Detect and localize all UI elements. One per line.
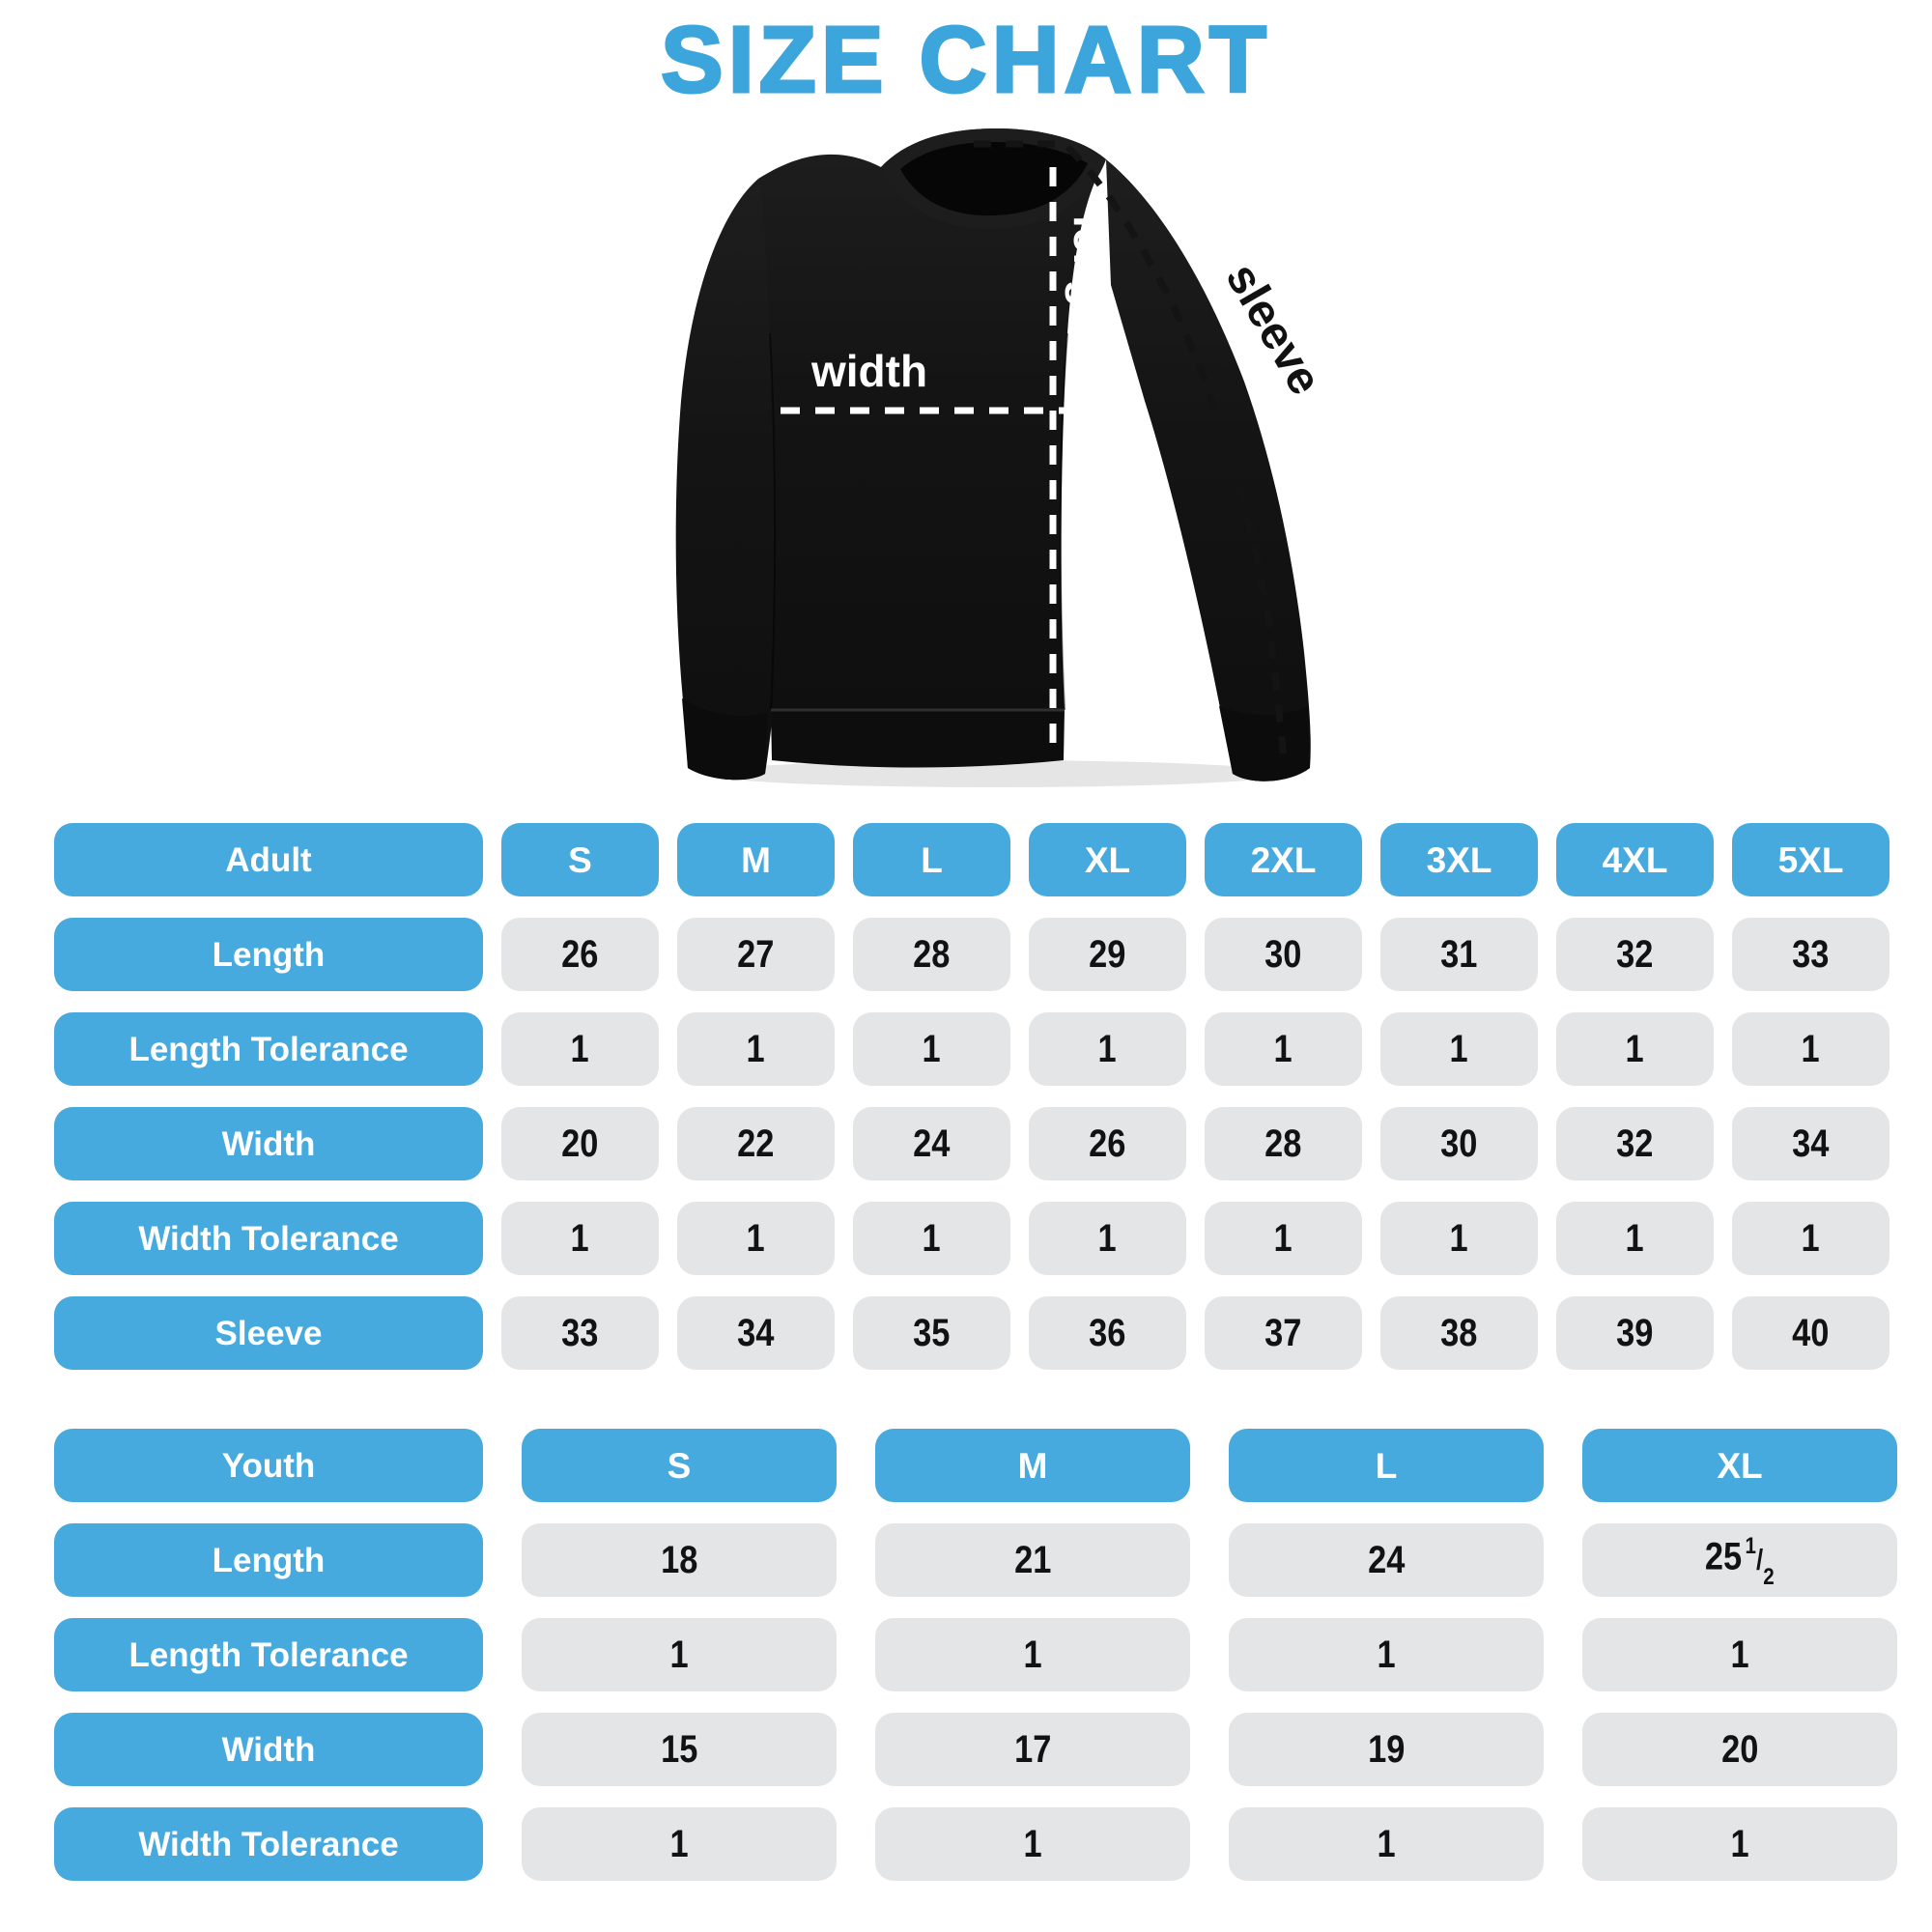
size-header-3xl: 3XL	[1380, 823, 1538, 896]
size-cell: 19	[1229, 1713, 1544, 1786]
right-sleeve	[1106, 159, 1311, 781]
size-cell: 1	[1029, 1202, 1186, 1275]
row-label: Length	[54, 1523, 483, 1597]
size-header-xl: XL	[1029, 823, 1186, 896]
size-cell: 38	[1380, 1296, 1538, 1370]
size-cell: 1	[522, 1807, 837, 1881]
youth-header-pill: Youth	[54, 1429, 483, 1502]
length-label: length	[1065, 215, 1115, 349]
row-label: Length	[54, 918, 483, 991]
size-header-xl: XL	[1582, 1429, 1897, 1502]
size-cell: 32	[1556, 1107, 1714, 1180]
size-header-2xl: 2XL	[1205, 823, 1362, 896]
width-label: width	[810, 346, 927, 396]
row-label: Length Tolerance	[54, 1618, 483, 1691]
size-cell: 26	[501, 918, 659, 991]
left-cuff	[682, 698, 768, 781]
size-cell: 1	[1732, 1202, 1889, 1275]
page-title: SIZE CHART	[660, 6, 1271, 114]
size-header-l: L	[1229, 1429, 1544, 1502]
size-cell: 28	[1205, 1107, 1362, 1180]
row-label: Width	[54, 1713, 483, 1786]
size-cell: 30	[1380, 1107, 1538, 1180]
size-cell: 28	[853, 918, 1010, 991]
size-cell: 1	[1556, 1202, 1714, 1275]
size-cell: 27	[677, 918, 835, 991]
size-cell: 18	[522, 1523, 837, 1597]
size-cell: 1	[1582, 1807, 1897, 1881]
sweatshirt-graphic: length width sleeve	[675, 128, 1331, 787]
hem-band	[771, 710, 1065, 768]
row-label: Width Tolerance	[54, 1202, 483, 1275]
size-cell: 31	[1380, 918, 1538, 991]
size-cell: 33	[1732, 918, 1889, 991]
size-cell: 1	[1229, 1618, 1544, 1691]
size-cell: 34	[677, 1296, 835, 1370]
size-header-s: S	[501, 823, 659, 896]
adult-size-table: Adult S M L XL 2XL 3XL 4XL 5XL Length 26 27 28 29 30 31…	[54, 823, 1889, 1370]
size-cell: 1	[853, 1202, 1010, 1275]
size-cell: 20	[1582, 1713, 1897, 1786]
size-cell: 34	[1732, 1107, 1889, 1180]
size-cell: 1	[875, 1807, 1190, 1881]
row-label: Width Tolerance	[54, 1807, 483, 1881]
size-cell: 1	[501, 1012, 659, 1086]
size-cell: 1	[1732, 1012, 1889, 1086]
size-cell: 1	[501, 1202, 659, 1275]
size-cell: 40	[1732, 1296, 1889, 1370]
size-cell: 29	[1029, 918, 1186, 991]
size-cell: 1	[1380, 1202, 1538, 1275]
size-cell: 39	[1556, 1296, 1714, 1370]
size-cell: 1	[1029, 1012, 1186, 1086]
size-cell: 20	[501, 1107, 659, 1180]
size-cell: 1	[1205, 1202, 1362, 1275]
sleeve-line	[974, 140, 1289, 769]
size-cell: 36	[1029, 1296, 1186, 1370]
size-cell: 17	[875, 1713, 1190, 1786]
size-cell: 24	[1229, 1523, 1544, 1597]
size-cell: 1	[1229, 1807, 1544, 1881]
body-seams	[769, 332, 1068, 711]
row-label: Length Tolerance	[54, 1012, 483, 1086]
size-cell: 15	[522, 1713, 837, 1786]
size-cell: 1	[1205, 1012, 1362, 1086]
size-header-s: S	[522, 1429, 837, 1502]
size-header-5xl: 5XL	[1732, 823, 1889, 896]
size-cell: 1	[677, 1202, 835, 1275]
sweatshirt-diagram: length width sleeve	[618, 92, 1352, 797]
size-cell: 22	[677, 1107, 835, 1180]
row-label: Width	[54, 1107, 483, 1180]
size-cell: 1	[677, 1012, 835, 1086]
adult-header-pill: Adult	[54, 823, 483, 896]
size-cell: 30	[1205, 918, 1362, 991]
body-panel	[758, 128, 1106, 710]
right-cuff	[1219, 706, 1310, 781]
size-cell: 1	[1556, 1012, 1714, 1086]
size-cell: 32	[1556, 918, 1714, 991]
size-header-4xl: 4XL	[1556, 823, 1714, 896]
size-cell: 25 1/2	[1582, 1523, 1897, 1597]
size-cell: 1	[1380, 1012, 1538, 1086]
size-cell: 1	[1582, 1618, 1897, 1691]
size-cell: 33	[501, 1296, 659, 1370]
row-label: Sleeve	[54, 1296, 483, 1370]
collar-opening	[900, 142, 1088, 216]
youth-size-table: Youth S M L XL Length 18 21 24 25 1/2 Length Tolera…	[54, 1429, 1897, 1881]
size-header-m: M	[875, 1429, 1190, 1502]
size-cell: 1	[522, 1618, 837, 1691]
size-cell: 24	[853, 1107, 1010, 1180]
size-cell: 1	[853, 1012, 1010, 1086]
size-cell: 37	[1205, 1296, 1362, 1370]
size-cell: 21	[875, 1523, 1190, 1597]
garment-shadow	[705, 760, 1285, 787]
size-cell: 26	[1029, 1107, 1186, 1180]
size-cell: 1	[875, 1618, 1190, 1691]
size-header-m: M	[677, 823, 835, 896]
size-header-l: L	[853, 823, 1010, 896]
size-cell: 35	[853, 1296, 1010, 1370]
